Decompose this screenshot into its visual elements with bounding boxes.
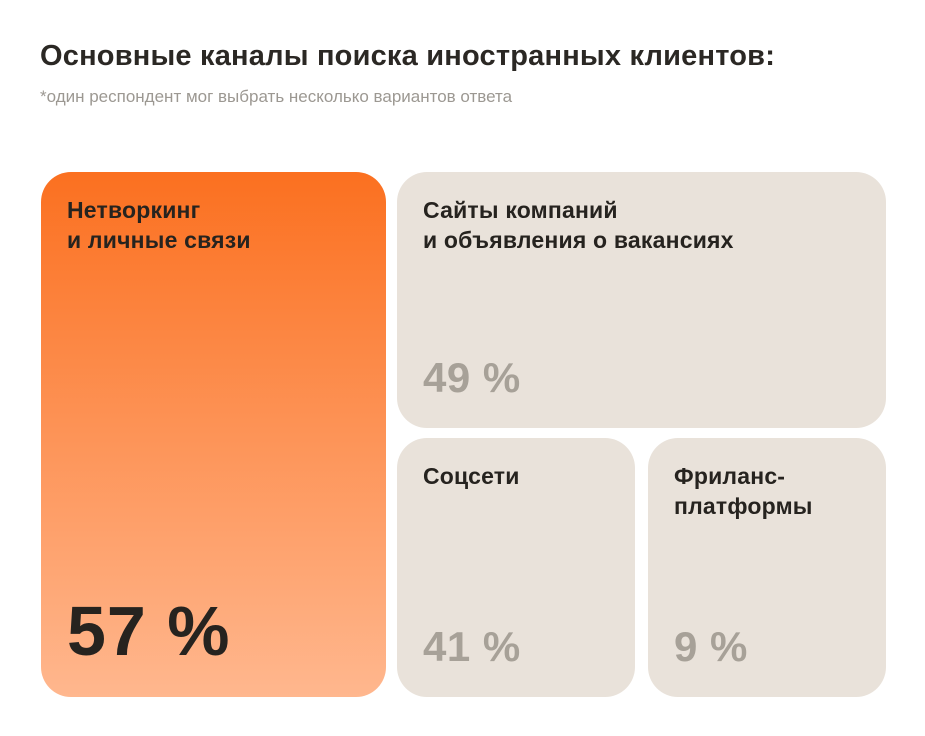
card-freelance-platforms-label: Фриланс- платформы (674, 463, 813, 519)
page-subtitle: *один респондент мог выбрать несколько в… (40, 87, 513, 106)
card-freelance-platforms: Фриланс- платформы 9 % (648, 438, 886, 697)
card-networking-label: Нетворкинг и личные связи (67, 197, 251, 253)
card-social-media: Соцсети 41 % (397, 438, 635, 697)
page-title: Основные каналы поиска иностранных клиен… (40, 40, 776, 72)
card-freelance-platforms-value: 9 % (674, 623, 748, 670)
card-networking-value: 57 % (67, 592, 231, 670)
card-social-media-label: Соцсети (423, 463, 520, 489)
card-company-websites: Сайты компаний и объявления о вакансиях … (397, 172, 886, 428)
card-company-websites-value: 49 % (423, 354, 521, 401)
card-company-websites-label: Сайты компаний и объявления о вакансиях (423, 197, 734, 253)
card-social-media-value: 41 % (423, 623, 521, 670)
card-networking: Нетворкинг и личные связи 57 % (41, 172, 386, 697)
